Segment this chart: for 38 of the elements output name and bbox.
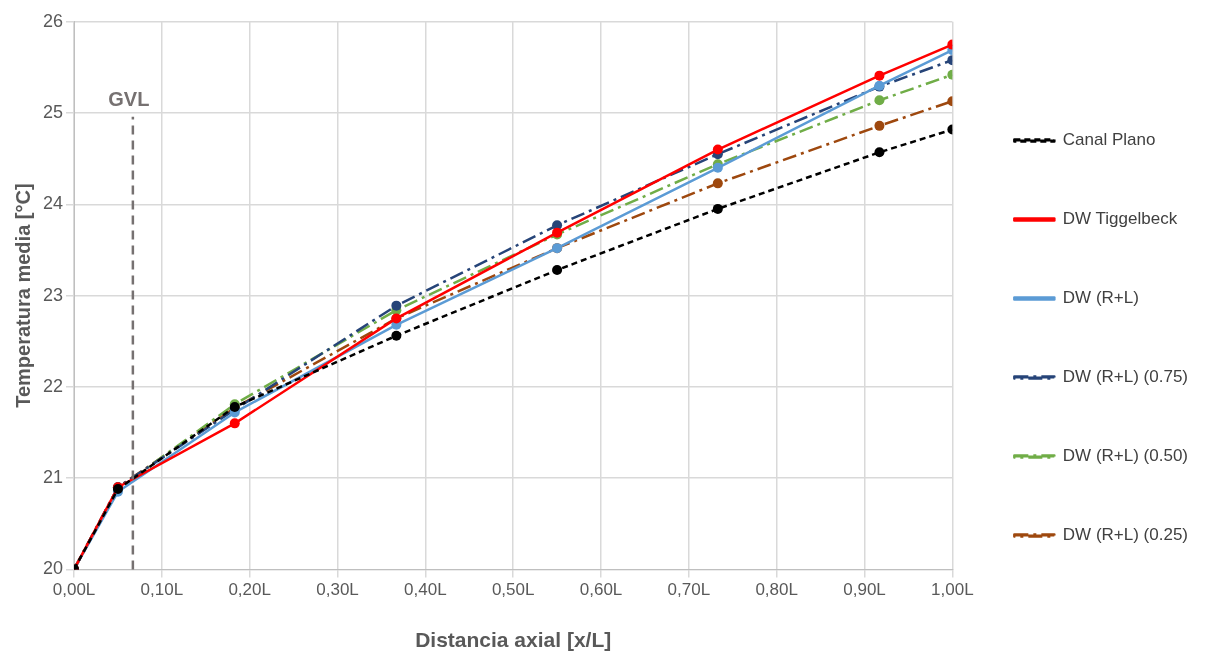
y-tick-label: 21 xyxy=(42,467,64,488)
x-tick-label: 0,60L xyxy=(579,580,623,600)
point xyxy=(874,120,885,131)
x-tick-label: 0,50L xyxy=(491,580,535,600)
x-tick-label: 0,10L xyxy=(140,580,184,600)
y-tick-label: 25 xyxy=(42,102,64,123)
y-tick-label: 26 xyxy=(42,10,64,31)
y-tick-label: 22 xyxy=(42,375,64,396)
x-tick-label: 0,20L xyxy=(228,580,271,600)
y-tick-label: 24 xyxy=(42,193,64,214)
x-tick-label: 0,80L xyxy=(755,580,798,600)
legend-label: DW (R+L) (0.50) xyxy=(1062,446,1189,466)
legend-label: DW Tiggelbeck xyxy=(1062,209,1178,229)
point xyxy=(712,203,723,214)
y-tick-label: 23 xyxy=(42,284,64,305)
x-tick-label: 0,30L xyxy=(316,580,359,600)
legend-label: DW (R+L) (0.25) xyxy=(1062,525,1189,545)
ref-line-label: GVL xyxy=(108,88,150,111)
point xyxy=(874,147,885,158)
x-tick-label: 0,00L xyxy=(52,580,96,600)
legend-label: DW (R+L) xyxy=(1062,288,1139,308)
point xyxy=(874,95,885,106)
x-tick-label: 0,40L xyxy=(404,580,447,600)
legend-label: DW (R+L) (0.75) xyxy=(1062,367,1189,387)
point xyxy=(712,144,723,155)
y-tick-label: 20 xyxy=(42,558,64,579)
point xyxy=(874,70,885,81)
legend-label: Canal Plano xyxy=(1062,130,1156,150)
point xyxy=(391,330,402,341)
point xyxy=(391,300,402,311)
x-tick-label: 0,70L xyxy=(667,580,711,600)
x-tick-label: 1,00L xyxy=(931,580,974,600)
x-axis-title: Distancia axial [x/L] xyxy=(415,628,612,652)
point xyxy=(712,178,723,189)
y-axis-title: Temperatura media [°C] xyxy=(11,183,34,408)
point xyxy=(229,418,240,429)
x-tick-label: 0,90L xyxy=(843,580,886,600)
point xyxy=(552,265,563,276)
